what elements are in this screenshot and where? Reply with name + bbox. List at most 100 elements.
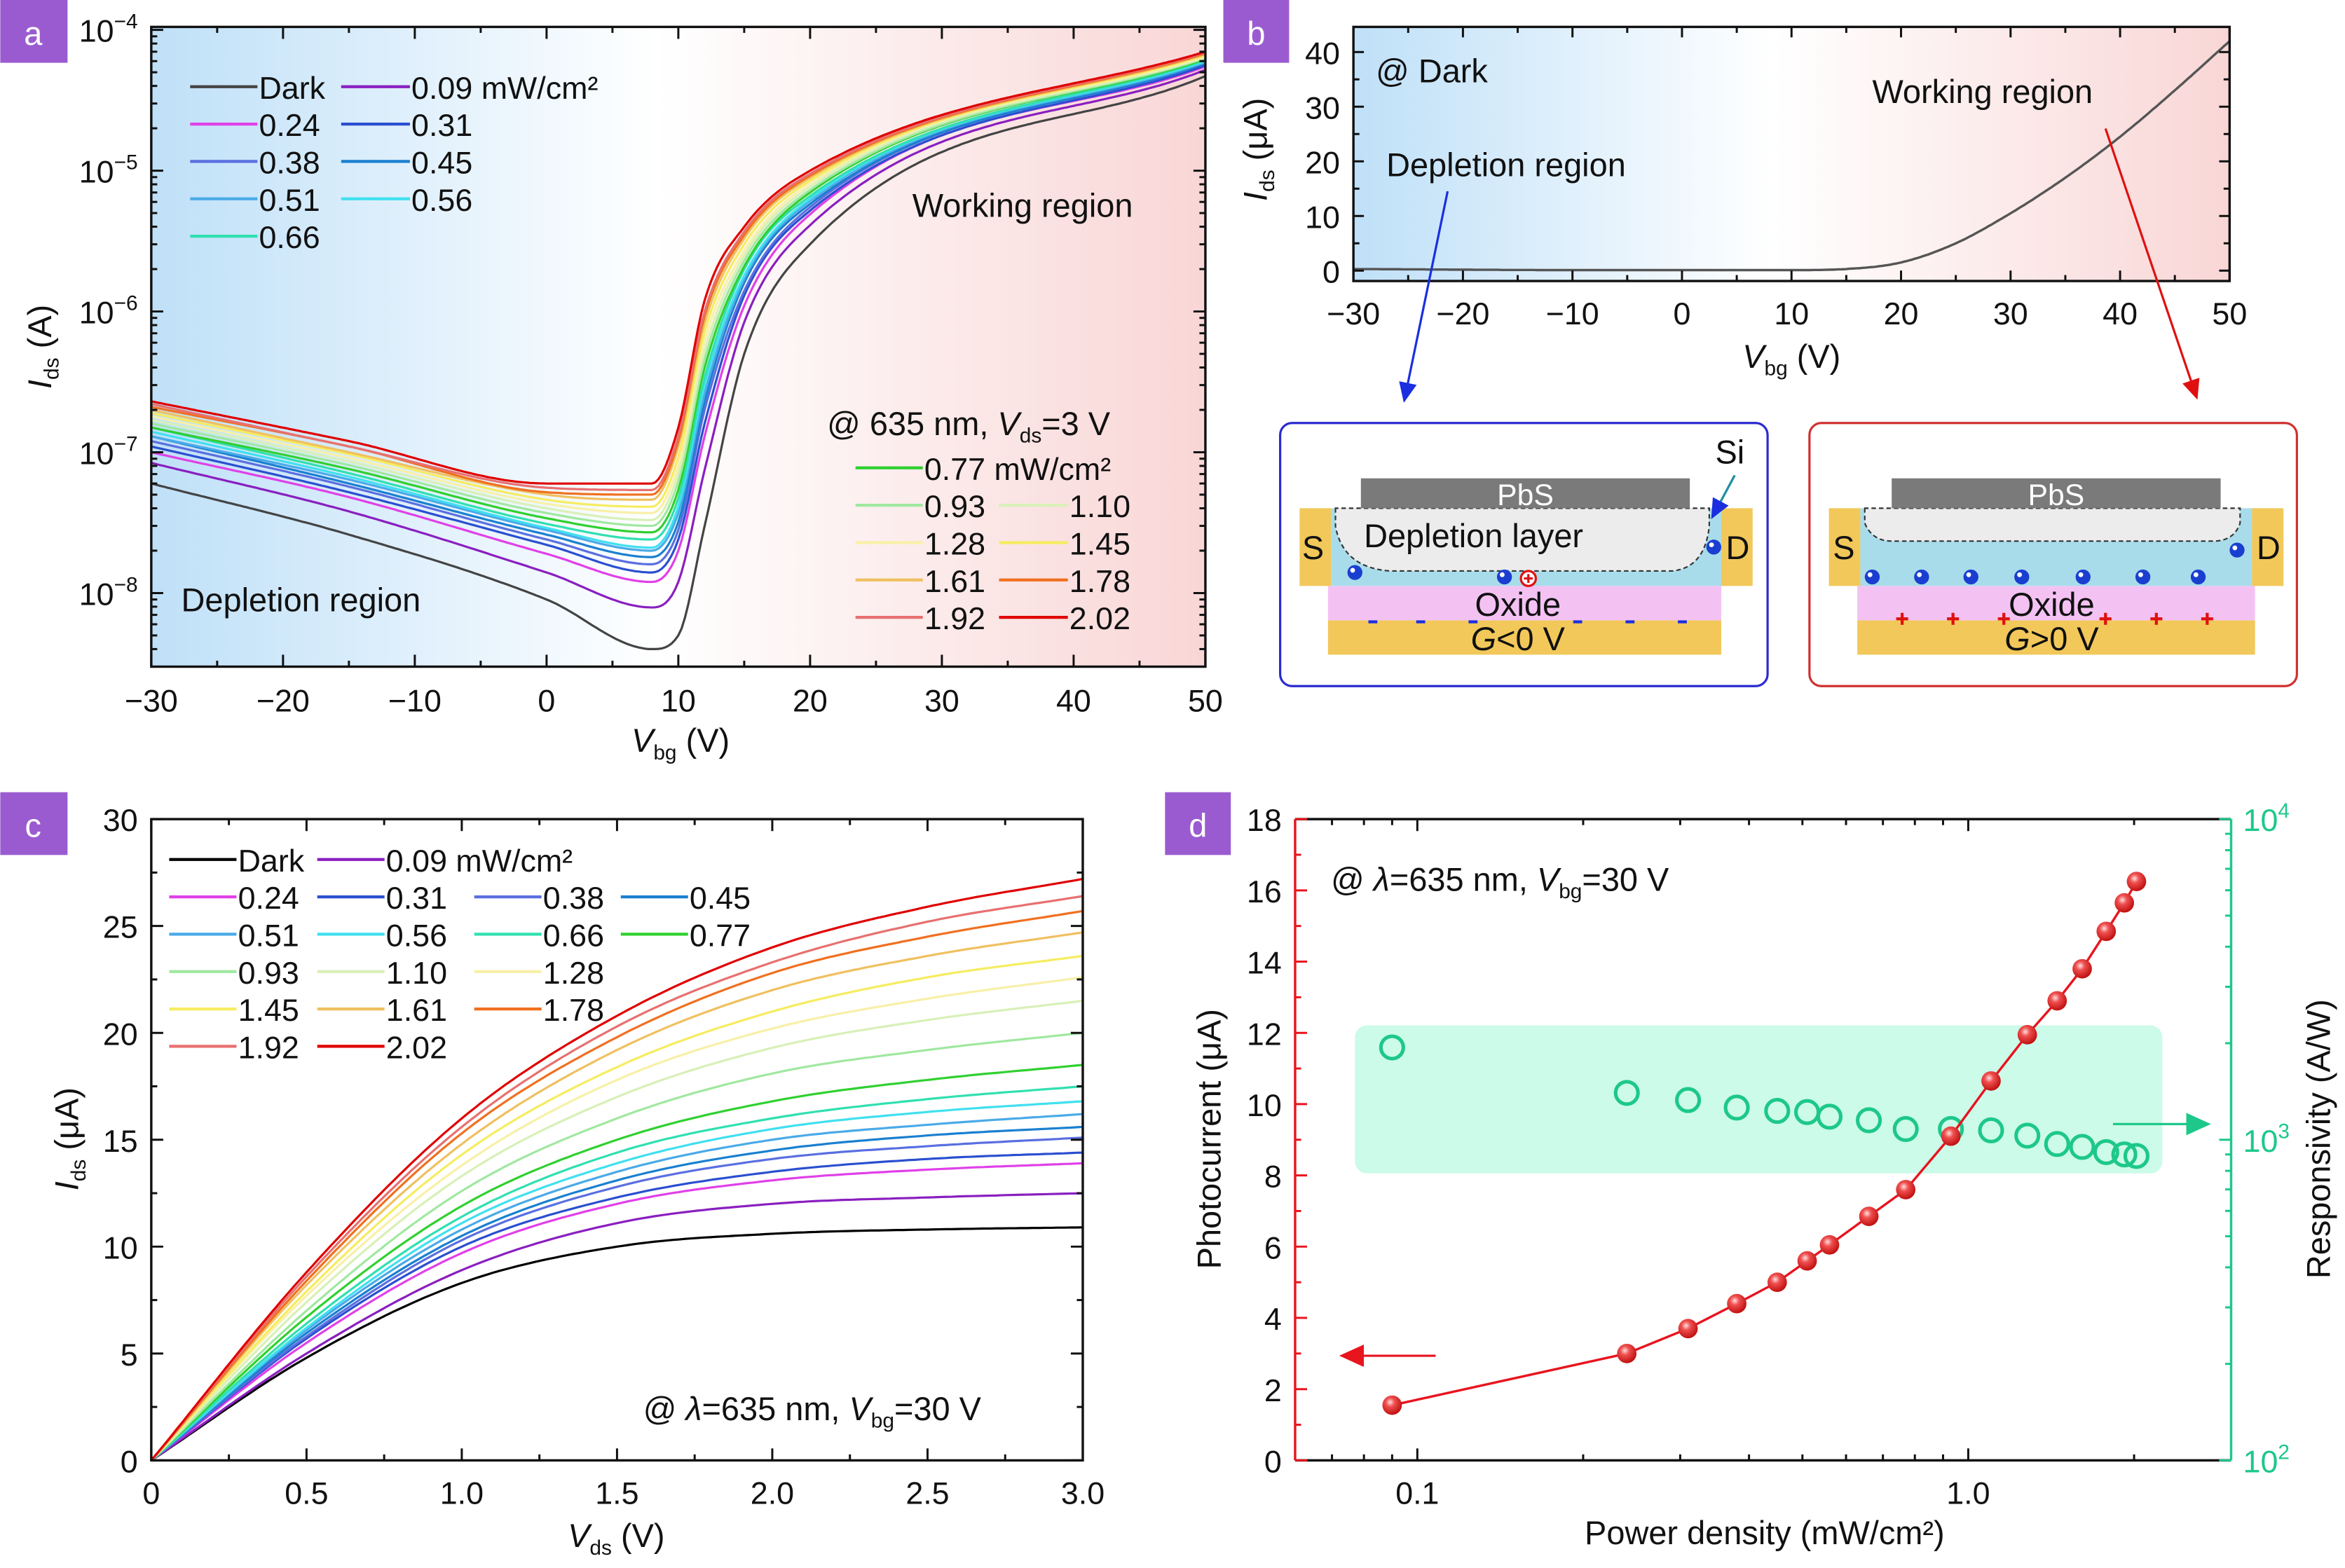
c-x-tick-label: 2.0 xyxy=(751,1476,794,1511)
legend-label: 0.51 xyxy=(259,183,320,218)
b-y-axis-label: Ids (μA) xyxy=(1237,98,1279,201)
a-x-tick-label: 40 xyxy=(1056,684,1091,719)
svg-text:b: b xyxy=(1247,15,1265,52)
positive-charge-icon xyxy=(2150,612,2163,625)
svg-text:G>0 V: G>0 V xyxy=(2004,621,2099,657)
legend-label: 1.78 xyxy=(543,993,604,1028)
svg-text:S: S xyxy=(1833,530,1854,566)
a-legend-item: 0.45 xyxy=(341,145,472,180)
a-legend-item: 1.10 xyxy=(999,489,1130,524)
c-y-tick-label: 0 xyxy=(121,1444,138,1479)
legend-label: Dark xyxy=(238,844,305,879)
svg-text:Oxide: Oxide xyxy=(1475,586,1561,623)
c-legend-item: Dark xyxy=(169,844,305,879)
c-series-1.45 xyxy=(150,954,1083,1462)
svg-text:c: c xyxy=(25,808,41,844)
legend-label: 1.92 xyxy=(924,601,985,636)
b-working-label: Working region xyxy=(1872,74,2093,110)
c-legend-item: 0.31 xyxy=(317,881,447,916)
c-y-tick-label: 25 xyxy=(103,910,138,945)
c-legend-item: 1.28 xyxy=(474,956,604,991)
d-left-y-tick-label: 14 xyxy=(1247,946,1282,981)
c-x-tick-label: 0.5 xyxy=(285,1476,328,1511)
responsivity-point xyxy=(2111,1141,2138,1168)
c-legend-item: 2.02 xyxy=(317,1030,447,1065)
c-legend-item: 0.24 xyxy=(169,881,299,916)
d-right-y-tick-label: 102 xyxy=(2243,1440,2290,1479)
a-series-1.10 xyxy=(151,56,1205,521)
c-x-tick-label: 0 xyxy=(142,1476,160,1511)
b-y-tick-label: 20 xyxy=(1305,145,1340,180)
d-left-y-tick-label: 0 xyxy=(1264,1444,1282,1479)
legend-label: 0.09 mW/cm² xyxy=(386,844,573,879)
svg-text:PbS: PbS xyxy=(2028,479,2085,512)
panel-b-chart: −30 −20 −10 0 10 20 30 40 50 0 10 20 30 40 xyxy=(1305,25,2247,331)
a-x-tick-label: 10 xyxy=(661,684,696,719)
pbs-layer xyxy=(1360,478,1690,509)
a-legend-item: 0.77 mW/cm² xyxy=(855,452,1111,487)
panel-label-c: c xyxy=(0,792,68,855)
panel-a-chart: −30 −20 −10 0 10 20 30 40 50 10−8 10−7 10−6 10−5 10−4… xyxy=(79,11,1223,719)
c-legend-item: 1.78 xyxy=(474,993,604,1028)
c-legend-item: 1.61 xyxy=(317,993,447,1028)
b-x-tick-label: 30 xyxy=(1993,296,2028,331)
c-legend-item: 0.51 xyxy=(169,918,299,953)
a-legend-item: Dark xyxy=(190,71,326,106)
a-x-tick-label: −10 xyxy=(388,684,442,719)
svg-text:S: S xyxy=(1302,530,1324,566)
responsivity-point xyxy=(2044,1131,2070,1157)
a-series-0.31 xyxy=(151,64,1205,574)
panel-label-a: a xyxy=(0,0,68,63)
oxide-layer xyxy=(1327,586,1721,621)
legend-label: 1.45 xyxy=(238,993,299,1028)
responsivity-point xyxy=(1856,1107,1882,1134)
photocurrent-point xyxy=(1859,1206,1879,1226)
b-y-tick-label: 30 xyxy=(1305,90,1340,125)
electron-icon xyxy=(1347,565,1362,580)
a-y-tick-label: 10−7 xyxy=(79,432,138,471)
photocurrent-point xyxy=(1981,1071,2001,1091)
c-legend-item: 0.38 xyxy=(474,881,604,916)
photocurrent-point xyxy=(2072,958,2092,979)
electron-icon xyxy=(2135,569,2151,585)
svg-text:Si: Si xyxy=(1715,434,1744,470)
c-series-1.61 xyxy=(150,931,1083,1462)
a-y-tick-label: 10−8 xyxy=(79,573,138,612)
d-condition-label: @ λ=635 nm, Vbg=30 V xyxy=(1331,862,1669,904)
gate xyxy=(1857,620,2255,655)
d-left-y-tick-label: 18 xyxy=(1247,803,1282,838)
photocurrent-point xyxy=(1767,1272,1787,1293)
svg-text:D: D xyxy=(2257,530,2281,566)
legend-label: 1.61 xyxy=(386,993,447,1028)
electron-icon xyxy=(1864,569,1880,585)
legend-label: 1.92 xyxy=(238,1030,299,1065)
d-left-y-tick-label: 8 xyxy=(1264,1160,1282,1195)
responsivity-point xyxy=(2093,1139,2119,1165)
a-legend-item: 0.31 xyxy=(341,108,472,143)
c-legend-item: 0.77 xyxy=(620,918,751,953)
a-legend-item: 1.61 xyxy=(855,564,985,599)
a-legend-item: 1.92 xyxy=(855,601,985,636)
electron-icon xyxy=(2190,569,2206,585)
pbs-layer xyxy=(1892,478,2221,509)
d-x-axis-label: Power density (mW/cm²) xyxy=(1585,1515,1945,1551)
inset-working-device: PbS S D Oxide G>0 V xyxy=(1808,422,2298,687)
c-legend-item: 1.10 xyxy=(317,956,447,991)
b-dark-curve xyxy=(1353,40,2231,272)
d-left-y-tick-label: 6 xyxy=(1264,1230,1282,1265)
c-series-0.09 mW/cm² xyxy=(150,1192,1083,1462)
responsivity-point xyxy=(1764,1098,1791,1125)
legend-label: 0.45 xyxy=(690,881,751,916)
a-legend-item: 0.09 mW/cm² xyxy=(341,71,598,106)
a-series-0.93 xyxy=(151,57,1205,528)
photocurrent-point xyxy=(2126,872,2147,891)
c-legend-item: 0.66 xyxy=(474,918,604,953)
svg-text:D: D xyxy=(1726,530,1750,566)
electron-icon xyxy=(1914,569,1929,585)
c-series-0.66 xyxy=(150,1085,1083,1462)
c-x-axis-label: Vds (V) xyxy=(568,1518,664,1560)
c-y-tick-label: 15 xyxy=(103,1124,138,1159)
b-x-tick-label: 0 xyxy=(1674,296,1691,331)
responsivity-point xyxy=(1892,1115,1919,1143)
photocurrent-point xyxy=(1797,1251,1817,1271)
